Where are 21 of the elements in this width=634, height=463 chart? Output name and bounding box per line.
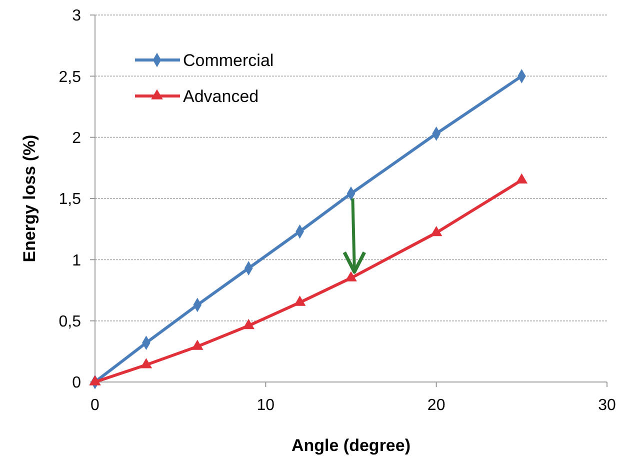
x-tick-label: 0: [90, 397, 100, 414]
point: [345, 271, 357, 282]
x-tick-label: 10: [256, 397, 275, 414]
x-tick-label: 20: [427, 397, 446, 414]
y-tick-label: 1,5: [58, 191, 82, 208]
y-tick-label: 0,5: [58, 313, 82, 330]
point: [140, 358, 152, 368]
x-tick-label: 30: [598, 397, 616, 414]
y-tick-label: 2: [72, 130, 82, 147]
point: [192, 340, 204, 350]
y-tick-label: 1: [72, 252, 82, 270]
y-axis-title: Energy loss (%): [20, 134, 39, 262]
legend-label: Commercial: [183, 50, 274, 70]
point: [89, 375, 101, 386]
point: [516, 173, 528, 184]
y-tick-label: 0: [72, 374, 82, 392]
legend-label: Advanced: [183, 86, 259, 106]
point: [242, 318, 254, 330]
y-tick-label: 2,5: [58, 68, 82, 86]
x-axis-title: Angle (degree): [291, 436, 411, 455]
y-tick-label: 3: [72, 8, 82, 25]
